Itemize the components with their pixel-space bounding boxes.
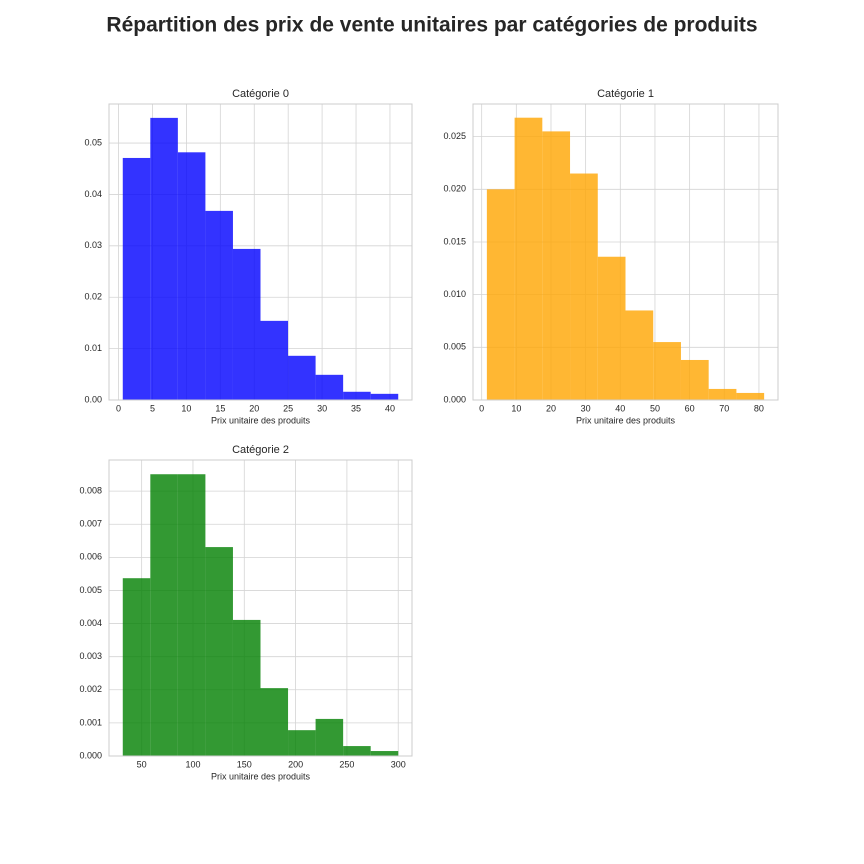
- y-tick-label: 0.004: [79, 618, 102, 628]
- x-tick-label: 100: [185, 759, 200, 769]
- x-tick-label: 300: [391, 759, 406, 769]
- histogram-bar: [736, 392, 765, 400]
- x-tick-label: 40: [615, 403, 625, 413]
- histogram-bar: [122, 157, 151, 400]
- histogram-bar: [315, 718, 344, 756]
- histogram-bar: [205, 210, 233, 400]
- histogram-bar: [232, 619, 261, 756]
- x-tick-label: 20: [249, 403, 259, 413]
- x-tick-label: 5: [150, 403, 155, 413]
- histogram-bar: [150, 474, 178, 756]
- x-tick-label: 250: [339, 759, 354, 769]
- x-tick-label: 40: [385, 403, 395, 413]
- x-tick-label: 10: [181, 403, 191, 413]
- x-tick-label: 35: [351, 403, 361, 413]
- x-tick-label: 25: [283, 403, 293, 413]
- histogram-bar: [486, 189, 515, 400]
- histogram-bar: [653, 342, 681, 400]
- histogram-bar: [514, 117, 543, 401]
- histogram-bar: [370, 393, 399, 400]
- y-tick-label: 0.002: [79, 684, 102, 694]
- histogram-bar: [260, 320, 289, 400]
- y-tick-label: 0.00: [84, 394, 102, 404]
- x-tick-label: 0: [116, 403, 121, 413]
- figure-title: Répartition des prix de vente unitaires …: [106, 14, 757, 37]
- x-tick-label: 30: [581, 403, 591, 413]
- histogram-bar: [288, 730, 316, 756]
- x-tick-label: 200: [288, 759, 303, 769]
- histogram-bar: [343, 391, 371, 400]
- x-axis-label: Prix unitaire des produits: [576, 415, 676, 425]
- y-tick-label: 0.04: [84, 189, 102, 199]
- y-tick-label: 0.007: [79, 519, 102, 529]
- y-tick-label: 0.000: [443, 394, 466, 404]
- histogram-bar: [177, 474, 206, 756]
- x-axis-label: Prix unitaire des produits: [211, 415, 311, 425]
- histogram-bar: [205, 547, 233, 756]
- y-tick-label: 0.03: [84, 240, 102, 250]
- y-tick-label: 0.006: [79, 552, 102, 562]
- y-tick-label: 0.025: [443, 131, 466, 141]
- histogram-bar: [288, 355, 316, 400]
- y-tick-label: 0.02: [84, 292, 102, 302]
- histogram-bar: [597, 256, 626, 400]
- histogram-bar: [122, 578, 151, 756]
- x-tick-label: 30: [317, 403, 327, 413]
- y-tick-label: 0.020: [443, 184, 466, 194]
- histogram-bar: [542, 131, 571, 401]
- histogram-bar: [570, 173, 598, 400]
- x-axis-label: Prix unitaire des produits: [211, 771, 311, 781]
- axes-frame: [108, 459, 413, 757]
- axes-title: Catégorie 2: [232, 444, 289, 456]
- y-tick-label: 0.008: [79, 485, 102, 495]
- y-tick-label: 0.010: [443, 289, 466, 299]
- y-tick-label: 0.015: [443, 236, 466, 246]
- x-tick-label: 0: [479, 403, 484, 413]
- x-tick-label: 10: [511, 403, 521, 413]
- histogram-bar: [625, 310, 654, 400]
- y-tick-label: 0.01: [84, 343, 102, 353]
- histogram-bar: [343, 746, 371, 756]
- y-tick-label: 0.003: [79, 651, 102, 661]
- axes-frame: [472, 103, 779, 401]
- histogram-bar: [370, 751, 399, 756]
- x-tick-label: 80: [754, 403, 764, 413]
- x-tick-label: 150: [237, 759, 252, 769]
- y-tick-label: 0.000: [79, 750, 102, 760]
- x-tick-label: 60: [685, 403, 695, 413]
- x-tick-label: 20: [546, 403, 556, 413]
- x-tick-label: 15: [215, 403, 225, 413]
- y-tick-label: 0.005: [79, 585, 102, 595]
- histogram-bar: [177, 152, 206, 400]
- histogram-bar: [260, 688, 289, 756]
- y-tick-label: 0.005: [443, 342, 466, 352]
- histogram-bar: [150, 117, 178, 400]
- histogram-bar: [708, 388, 737, 400]
- y-tick-label: 0.05: [84, 137, 102, 147]
- x-tick-label: 70: [719, 403, 729, 413]
- x-tick-label: 50: [137, 759, 147, 769]
- axes-frame: [108, 103, 413, 401]
- histogram-bar: [680, 359, 709, 400]
- histogram-bar: [315, 374, 344, 400]
- axes-title: Catégorie 1: [597, 88, 654, 100]
- axes-title: Catégorie 0: [232, 88, 289, 100]
- x-tick-label: 50: [650, 403, 660, 413]
- y-tick-label: 0.001: [79, 717, 102, 727]
- histogram-bar: [232, 248, 261, 400]
